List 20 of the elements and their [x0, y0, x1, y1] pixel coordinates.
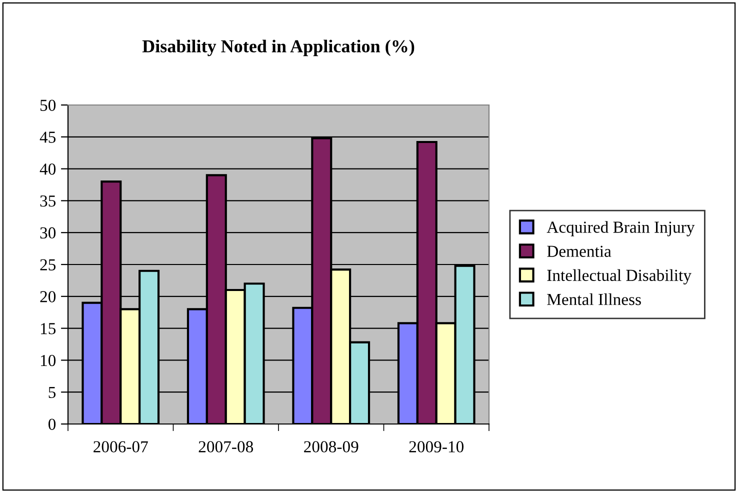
chart-title: Disability Noted in Application (%) — [142, 40, 414, 56]
x-tick-label: 2008-09 — [304, 441, 358, 452]
x-tick-label: 2006-07 — [94, 441, 148, 452]
y-tick-label: 0 — [48, 418, 56, 430]
y-tick-label: 45 — [40, 132, 56, 143]
y-tick-label: 40 — [40, 164, 56, 175]
legend-label: Intellectual Disability — [547, 269, 692, 284]
legend-label: Dementia — [547, 246, 612, 257]
y-tick-label: 35 — [40, 195, 56, 207]
y-tick-label: 50 — [40, 100, 56, 111]
y-tick-label: 20 — [40, 291, 56, 302]
y-tick-label: 25 — [40, 259, 56, 270]
y-tick-label: 10 — [40, 354, 56, 366]
y-tick-label: 5 — [48, 386, 56, 398]
legend-label: Acquired Brain Injury — [546, 221, 695, 236]
y-tick-label: 30 — [40, 227, 56, 239]
x-tick-label: 2007-08 — [198, 441, 254, 452]
x-tick-label: 2009-10 — [409, 441, 464, 452]
y-tick-label: 15 — [40, 323, 56, 334]
legend-label: Mental Illness — [547, 293, 641, 306]
